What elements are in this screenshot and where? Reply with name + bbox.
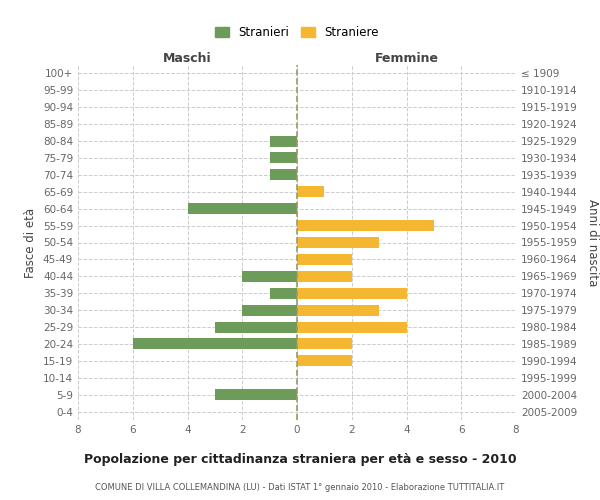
Bar: [297, 271, 352, 282]
Bar: [297, 322, 407, 332]
Bar: [269, 152, 297, 164]
Bar: [215, 389, 297, 400]
Bar: [297, 356, 352, 366]
Bar: [215, 322, 297, 332]
Bar: [187, 203, 297, 214]
Bar: [297, 237, 379, 248]
Legend: Stranieri, Straniere: Stranieri, Straniere: [210, 21, 384, 44]
Y-axis label: Fasce di età: Fasce di età: [25, 208, 37, 278]
Bar: [297, 186, 325, 198]
Bar: [269, 170, 297, 180]
Text: Femmine: Femmine: [374, 52, 439, 65]
Y-axis label: Anni di nascita: Anni di nascita: [586, 199, 599, 286]
Bar: [297, 304, 379, 316]
Bar: [269, 288, 297, 298]
Text: Maschi: Maschi: [163, 52, 212, 65]
Bar: [297, 338, 352, 349]
Bar: [242, 304, 297, 316]
Bar: [242, 271, 297, 282]
Bar: [297, 254, 352, 265]
Bar: [133, 338, 297, 349]
Text: COMUNE DI VILLA COLLEMANDINA (LU) - Dati ISTAT 1° gennaio 2010 - Elaborazione TU: COMUNE DI VILLA COLLEMANDINA (LU) - Dati…: [95, 482, 505, 492]
Bar: [269, 136, 297, 146]
Bar: [297, 220, 434, 231]
Text: Popolazione per cittadinanza straniera per età e sesso - 2010: Popolazione per cittadinanza straniera p…: [83, 452, 517, 466]
Bar: [297, 288, 407, 298]
